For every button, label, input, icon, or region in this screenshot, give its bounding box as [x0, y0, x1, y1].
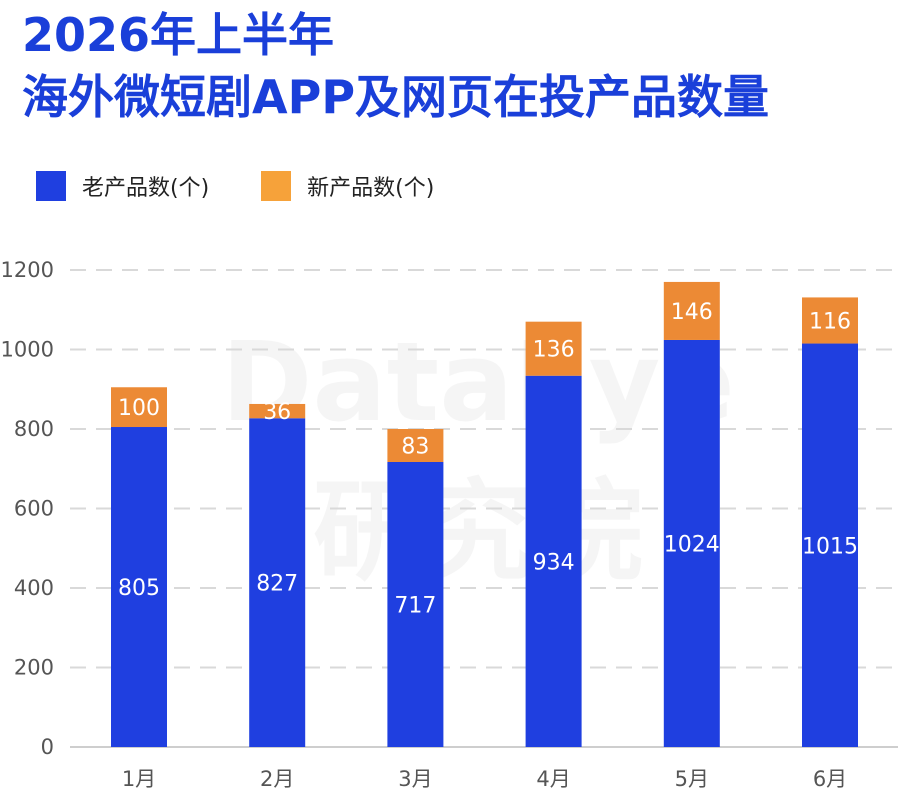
data-label-old: 805 [118, 576, 160, 601]
watermark-text: 研究院 [313, 468, 643, 596]
legend-label-new: 新产品数(个) [307, 176, 435, 201]
legend-item-new: 新产品数(个) [261, 170, 434, 202]
y-tick-label: 1000 [1, 338, 54, 362]
y-tick-label: 0 [41, 735, 54, 759]
x-tick-label: 6月 [813, 767, 847, 791]
bar-new-segment [387, 429, 444, 462]
chart-title-line2: 海外微短剧APP及网页在投产品数量 [22, 70, 770, 124]
y-tick-label: 1200 [1, 258, 54, 282]
bar-new-segment [111, 387, 167, 428]
bar-new-segment [802, 297, 858, 344]
bar-new-segment [663, 281, 720, 340]
x-tick-label: 2月 [260, 767, 294, 791]
chart-title-line1: 2026年上半年 [22, 8, 335, 62]
data-label-new: 83 [401, 434, 429, 459]
bar-new-segment [249, 403, 306, 419]
bar-old-segment [663, 339, 720, 747]
data-label-old: 1024 [664, 532, 720, 557]
bar-old-segment [111, 427, 167, 747]
x-tick-label: 1月 [122, 767, 156, 791]
bar-old-segment [802, 343, 858, 747]
data-label-new: 136 [533, 338, 575, 363]
y-tick-label: 600 [14, 497, 54, 521]
data-label-new: 146 [671, 300, 713, 325]
data-label-new: 100 [118, 396, 160, 421]
data-label-new: 116 [809, 309, 851, 334]
x-tick-label: 4月 [536, 767, 570, 791]
data-label-old: 827 [256, 572, 298, 597]
data-label-old: 1015 [802, 534, 858, 559]
y-tick-label: 200 [14, 656, 54, 680]
legend-swatch-new [261, 171, 292, 201]
bar-old-segment [387, 461, 444, 747]
bar-old-segment [249, 418, 306, 747]
legend-swatch-old [36, 171, 66, 201]
legend: 老产品数(个) 新产品数(个) [36, 170, 486, 202]
x-tick-label: 5月 [675, 767, 709, 791]
data-label-old: 934 [533, 550, 575, 575]
y-tick-label: 400 [14, 576, 54, 600]
bar-new-segment [525, 321, 582, 376]
bar-old-segment [525, 375, 582, 747]
legend-label-old: 老产品数(个) [82, 176, 210, 201]
x-tick-label: 3月 [398, 767, 432, 791]
legend-item-old: 老产品数(个) [36, 170, 209, 202]
data-label-old: 717 [394, 593, 436, 618]
data-label-new: 36 [263, 400, 291, 425]
y-tick-label: 800 [14, 417, 54, 441]
